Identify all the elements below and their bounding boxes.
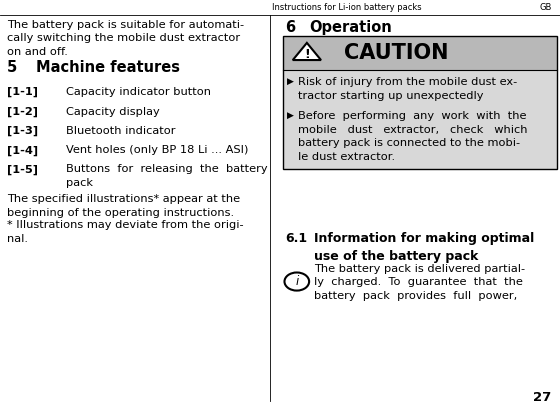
Text: [1-1]: [1-1] [7,87,38,97]
Bar [283,70,557,169]
Text: [1-2]: [1-2] [7,107,38,117]
Text: Bluetooth indicator: Bluetooth indicator [66,126,176,136]
Text: [1-4]: [1-4] [7,145,38,156]
Text: Before  performing  any  work  with  the
mobile   dust   extractor,   check   wh: Before performing any work with the mobi… [298,111,528,162]
Text: Buttons  for  releasing  the  battery
pack: Buttons for releasing the battery pack [66,164,268,188]
Text: The battery pack is delivered partial-
ly  charged.  To  guarantee  that  the
ba: The battery pack is delivered partial- l… [314,264,525,301]
Text: * Illustrations may deviate from the origi-
nal.: * Illustrations may deviate from the ori… [7,220,244,244]
Text: The specified illustrations* appear at the
beginning of the operating instructio: The specified illustrations* appear at t… [7,194,240,218]
Text: Machine features: Machine features [36,60,180,74]
Text: Instructions for Li-ion battery packs: Instructions for Li-ion battery packs [272,3,422,12]
Text: [1-5]: [1-5] [7,164,38,175]
Text: Vent holes (only BP 18 Li ... ASI): Vent holes (only BP 18 Li ... ASI) [66,145,249,155]
Text: CAUTION: CAUTION [344,43,449,63]
Polygon shape [293,43,321,60]
Text: 5: 5 [7,60,17,74]
Text: Risk of injury from the mobile dust ex-
tractor starting up unexpectedly: Risk of injury from the mobile dust ex- … [298,77,518,101]
Text: !: ! [304,48,310,61]
Bar [283,36,557,70]
Text: [1-3]: [1-3] [7,126,38,136]
Text: Operation: Operation [309,20,392,35]
Text: Capacity indicator button: Capacity indicator button [66,87,211,97]
Text: GB: GB [539,3,552,12]
Text: Information for making optimal
use of the battery pack: Information for making optimal use of th… [314,232,534,263]
Text: 27: 27 [533,390,552,404]
Bar [283,36,557,169]
Text: ▶: ▶ [287,111,293,120]
Text: 6: 6 [286,20,296,35]
Text: Capacity display: Capacity display [66,107,160,117]
Text: ▶: ▶ [287,77,293,86]
Text: 6.1: 6.1 [286,232,308,245]
Text: The battery pack is suitable for automati-
cally switching the mobile dust extra: The battery pack is suitable for automat… [7,20,244,57]
Text: i: i [295,275,298,288]
